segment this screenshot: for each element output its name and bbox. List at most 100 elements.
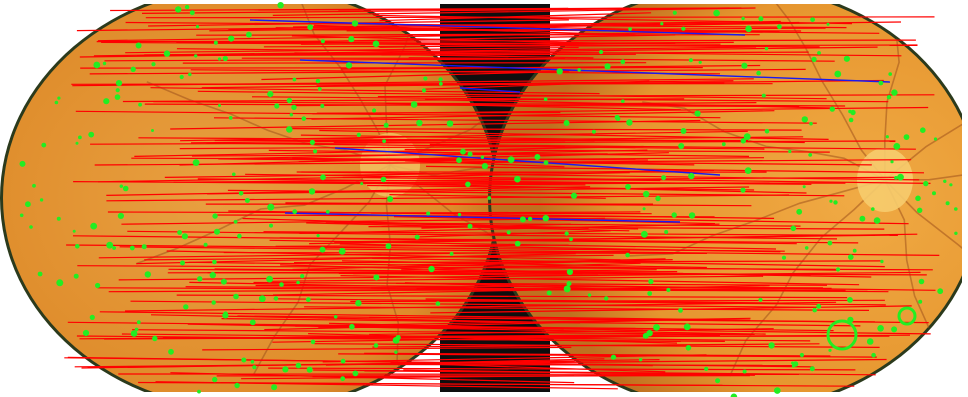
- inlier-match-line: [190, 69, 721, 75]
- keypoint: [790, 225, 797, 232]
- keypoint: [151, 62, 156, 67]
- keypoint: [740, 187, 746, 193]
- keypoint: [546, 290, 552, 296]
- inlier-match-line: [425, 165, 925, 174]
- keypoint: [129, 245, 135, 251]
- keypoint: [135, 42, 142, 49]
- inlier-match-line: [312, 375, 750, 378]
- keypoint: [282, 366, 289, 373]
- keypoint: [730, 393, 738, 397]
- keypoint: [373, 274, 380, 281]
- inlier-match-line: [72, 235, 797, 245]
- keypoint: [647, 291, 653, 296]
- keypoint: [480, 155, 485, 159]
- keypoint: [804, 246, 809, 250]
- keypoint: [646, 330, 653, 337]
- inlier-match-line: [266, 324, 931, 335]
- keypoint: [355, 299, 362, 307]
- inlier-match-line: [213, 214, 715, 218]
- keypoint: [32, 183, 36, 188]
- keypoint: [75, 244, 80, 249]
- keypoint: [203, 242, 208, 247]
- vessel: [761, 0, 886, 181]
- vessel: [252, 164, 391, 375]
- keypoint: [897, 173, 904, 181]
- keypoint: [279, 282, 284, 287]
- keypoint: [943, 179, 947, 183]
- keypoint: [850, 109, 856, 116]
- inlier-match-line: [237, 315, 876, 323]
- keypoint: [688, 172, 695, 180]
- keypoint: [848, 117, 854, 123]
- keypoint: [564, 231, 569, 236]
- keypoint: [316, 234, 320, 238]
- keypoint: [438, 77, 443, 82]
- inlier-match-line: [206, 142, 765, 150]
- keypoint: [653, 324, 660, 331]
- inlier-match-line: [74, 358, 887, 368]
- keypoint: [891, 326, 898, 333]
- inlier-match-line: [150, 87, 600, 95]
- keypoint: [106, 241, 114, 249]
- keypoint: [320, 174, 326, 181]
- keypoint: [542, 215, 549, 222]
- keypoint: [661, 175, 667, 181]
- keypoint: [72, 229, 76, 233]
- keypoint: [685, 345, 692, 351]
- keypoint: [103, 98, 110, 105]
- inlier-match-line: [127, 230, 838, 240]
- keypoint: [184, 4, 190, 10]
- inlier-match-line: [309, 233, 918, 245]
- inlier-match-line: [125, 21, 847, 29]
- keypoint: [514, 240, 521, 247]
- keypoint: [666, 287, 671, 293]
- outlier-match-line: [459, 87, 521, 93]
- keypoint: [664, 230, 669, 234]
- keypoint: [671, 212, 677, 218]
- keypoint: [241, 357, 247, 363]
- keypoint: [56, 279, 64, 287]
- inlier-match-line: [268, 149, 750, 157]
- keypoint: [273, 296, 279, 301]
- keypoint: [228, 35, 235, 42]
- keypoint: [643, 190, 650, 198]
- keypoint: [102, 61, 107, 66]
- inlier-match-line: [393, 216, 716, 225]
- keypoint: [274, 103, 280, 109]
- keypoint: [920, 127, 926, 133]
- keypoint: [848, 254, 854, 260]
- keypoint: [382, 139, 386, 144]
- keypoint: [871, 352, 876, 358]
- keypoint: [168, 348, 174, 355]
- vessel: [642, 101, 886, 181]
- inlier-match-line: [176, 48, 902, 57]
- keypoint: [933, 137, 938, 141]
- keypoint: [774, 387, 781, 394]
- inlier-match-line: [273, 298, 886, 306]
- keypoint: [232, 172, 236, 177]
- keypoint: [394, 350, 398, 354]
- inlier-match-line: [376, 182, 807, 194]
- keypoint: [569, 237, 573, 242]
- keypoint: [356, 132, 361, 137]
- keypoint: [543, 160, 549, 166]
- keypoint: [426, 211, 431, 216]
- keypoint: [467, 223, 473, 229]
- keypoint: [136, 320, 141, 325]
- keypoint: [271, 384, 278, 391]
- inlier-match-line: [295, 317, 751, 327]
- keypoint: [811, 56, 817, 63]
- keypoint: [799, 352, 805, 358]
- inlier-match-line: [370, 287, 889, 293]
- keypoint: [481, 163, 488, 170]
- match-lines: [64, 7, 940, 390]
- keypoint: [742, 369, 747, 374]
- keypoint: [893, 143, 901, 150]
- inlier-match-line: [253, 281, 828, 286]
- inlier-match-line: [107, 211, 652, 215]
- keypoint: [610, 354, 617, 360]
- inlier-match-line: [207, 186, 750, 195]
- keypoint: [122, 185, 129, 192]
- inlier-match-line: [180, 130, 748, 142]
